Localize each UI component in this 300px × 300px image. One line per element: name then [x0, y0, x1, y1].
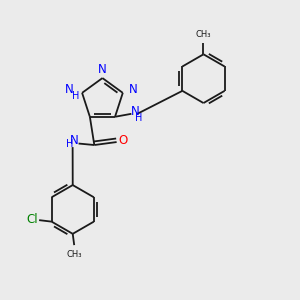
- Text: CH₃: CH₃: [67, 250, 82, 259]
- Text: N: N: [129, 83, 138, 96]
- Text: N: N: [98, 63, 107, 76]
- Text: H: H: [66, 139, 73, 148]
- Text: CH₃: CH₃: [196, 30, 211, 39]
- Text: Cl: Cl: [26, 213, 38, 226]
- Text: N: N: [70, 134, 79, 147]
- Text: H: H: [135, 113, 143, 123]
- Text: N: N: [131, 105, 140, 118]
- Text: O: O: [118, 134, 128, 147]
- Text: N: N: [65, 83, 74, 96]
- Text: H: H: [73, 91, 80, 101]
